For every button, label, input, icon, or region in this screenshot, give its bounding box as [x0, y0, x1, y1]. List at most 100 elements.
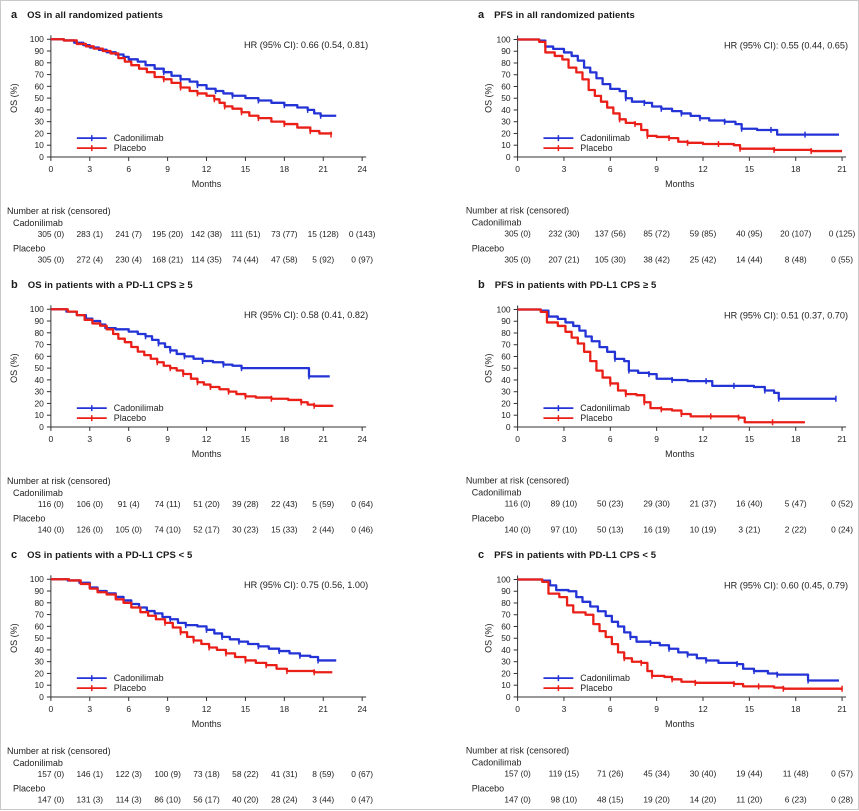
risk-value: 50 (23) — [597, 499, 624, 509]
risk-value: 105 (0) — [115, 525, 142, 535]
curve-placebo — [517, 578, 843, 690]
risk-value: 22 (43) — [271, 499, 298, 509]
y-tick-label: 100 — [30, 574, 44, 584]
risk-value: 5 (47) — [785, 499, 807, 509]
risk-value: 14 (20) — [690, 794, 717, 804]
x-tick-label: 21 — [319, 704, 329, 714]
risk-value: 5 (59) — [312, 499, 334, 509]
y-tick-label: 100 — [497, 34, 511, 44]
y-tick-label: 100 — [30, 304, 44, 314]
risk-value: 146 (1) — [77, 769, 104, 779]
y-tick-label: 30 — [34, 657, 44, 667]
risk-value: 73 (77) — [271, 229, 298, 239]
risk-value: 0 (97) — [351, 255, 373, 265]
x-tick-label: 9 — [165, 704, 170, 714]
risk-value: 16 (40) — [736, 499, 763, 509]
curve-placebo — [517, 308, 805, 424]
risk-value: 85 (72) — [643, 229, 670, 239]
x-tick-label: 12 — [698, 704, 708, 714]
x-tick-label: 12 — [698, 434, 708, 444]
y-tick-label: 10 — [34, 140, 44, 150]
panel-pfs-cps-ge5: b PFS in patients with PD-L1 CPS ≥ 5 0 10… — [430, 271, 858, 541]
y-tick-label: 50 — [501, 93, 511, 103]
risk-value: 58 (22) — [232, 769, 259, 779]
risk-table-header: Number at risk (censored) — [7, 206, 111, 216]
y-tick-label: 30 — [501, 657, 511, 667]
x-tick-label: 24 — [357, 434, 367, 444]
y-tick-label: 80 — [501, 328, 511, 338]
y-tick-label: 80 — [34, 328, 44, 338]
risk-value: 168 (21) — [152, 255, 183, 265]
y-tick-label: 60 — [501, 621, 511, 631]
x-tick-label: 21 — [837, 164, 847, 174]
risk-value: 0 (24) — [831, 524, 853, 534]
x-tick-label: 3 — [562, 164, 567, 174]
y-tick-label: 70 — [34, 340, 44, 350]
y-tick-label: 70 — [34, 70, 44, 80]
x-axis-title: Months — [192, 179, 222, 189]
risk-value: 8 (59) — [312, 769, 334, 779]
x-tick-label: 18 — [791, 434, 801, 444]
panel-os-all-randomized: a OS in all randomized patients 0 10 20 30 4… — [1, 1, 430, 271]
panel-letter: b — [478, 279, 485, 291]
x-axis-title: Months — [665, 719, 695, 729]
risk-value: 0 (28) — [831, 794, 853, 804]
risk-row-name-cadonilimab: Cadonilimab — [13, 218, 63, 228]
y-tick-label: 60 — [34, 621, 44, 631]
y-tick-label: 0 — [506, 422, 511, 432]
legend-label-cadonilimab: Cadonilimab — [114, 133, 164, 143]
risk-value: 45 (34) — [643, 769, 670, 779]
x-tick-label: 15 — [241, 704, 251, 714]
legend-label-placebo: Placebo — [580, 413, 612, 423]
risk-value: 40 (95) — [736, 229, 763, 239]
risk-value: 74 (11) — [155, 499, 181, 509]
risk-value: 195 (20) — [152, 229, 183, 239]
risk-value: 3 (44) — [312, 795, 334, 805]
legend-label-cadonilimab: Cadonilimab — [580, 403, 630, 413]
y-tick-label: 90 — [501, 586, 511, 596]
risk-value: 19 (44) — [736, 769, 763, 779]
hr-annotation: HR (95% CI): 0.60 (0.45, 0.79) — [724, 580, 848, 590]
risk-value: 131 (3) — [77, 795, 104, 805]
x-tick-label: 0 — [515, 704, 520, 714]
risk-value: 0 (67) — [351, 769, 373, 779]
y-tick-label: 20 — [34, 398, 44, 408]
risk-value: 232 (30) — [548, 229, 579, 239]
y-tick-label: 20 — [34, 668, 44, 678]
x-tick-label: 12 — [202, 704, 212, 714]
x-tick-label: 9 — [165, 164, 170, 174]
x-tick-label: 6 — [126, 434, 131, 444]
x-axis-title: Months — [665, 179, 695, 189]
risk-value: 106 (0) — [77, 499, 104, 509]
risk-value: 100 (9) — [154, 769, 181, 779]
risk-value: 140 (0) — [38, 525, 65, 535]
risk-value: 0 (47) — [351, 795, 373, 805]
risk-value: 0 (57) — [831, 769, 853, 779]
y-tick-label: 90 — [34, 316, 44, 326]
risk-value: 47 (58) — [271, 255, 298, 265]
panel-os-cps-lt5: c OS in patients with a PD-L1 CPS < 5 0 1… — [1, 541, 430, 809]
x-tick-label: 3 — [87, 164, 92, 174]
y-axis-title: OS (%) — [484, 84, 494, 113]
risk-value: 6 (23) — [785, 794, 807, 804]
panel-title: OS in patients with a PD-L1 CPS < 5 — [27, 550, 193, 561]
y-tick-label: 50 — [34, 93, 44, 103]
hr-annotation: HR (95% CI): 0.58 (0.41, 0.82) — [244, 310, 368, 320]
hr-annotation: HR (95% CI): 0.66 (0.54, 0.81) — [244, 40, 368, 50]
curve-cadonilimab — [517, 578, 839, 682]
hr-annotation: HR (95% CI): 0.55 (0.44, 0.65) — [724, 40, 848, 50]
curve-cadonilimab — [50, 578, 337, 662]
risk-value: 71 (26) — [597, 769, 624, 779]
panel-letter: a — [11, 9, 18, 21]
y-axis-title: OS (%) — [9, 623, 19, 652]
risk-table-header: Number at risk (censored) — [466, 476, 569, 486]
y-tick-label: 90 — [34, 586, 44, 596]
y-axis-title: OS (%) — [484, 624, 494, 653]
x-axis-title: Months — [192, 719, 222, 729]
y-tick-label: 30 — [34, 117, 44, 127]
risk-value: 126 (0) — [77, 525, 104, 535]
risk-value: 21 (37) — [690, 499, 717, 509]
